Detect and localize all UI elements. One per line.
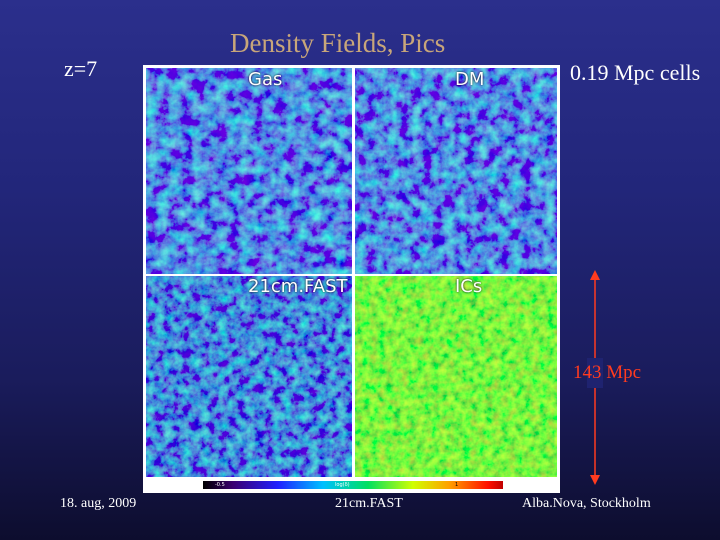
gas-panel-label: Gas	[248, 69, 283, 90]
21cmfast-density-image	[146, 276, 352, 477]
colorbar-min-label: -0.5	[215, 482, 225, 488]
ics-panel-label: ICs	[455, 276, 483, 297]
footer-location: Alba.Nova, Stockholm	[522, 496, 651, 511]
21cmfast-density-panel: 21cm.FAST	[146, 276, 352, 477]
redshift-label: z=7	[64, 56, 98, 81]
initial-conditions-density-image	[355, 276, 557, 477]
slide-title: Density Fields, Pics	[230, 28, 446, 58]
dm-panel-label: DM	[455, 69, 485, 90]
scale-double-arrow-icon	[587, 270, 603, 485]
gas-density-panel: Gas	[146, 68, 352, 274]
cell-size-label: 0.19 Mpc cells	[570, 60, 701, 85]
density-field-figure: Gas DM 21cm.FAST	[143, 65, 560, 493]
colorbar-axis-label: log(δ)	[335, 482, 350, 488]
dark-matter-density-image	[355, 68, 557, 274]
footer-code-name: 21cm.FAST	[335, 496, 403, 511]
gas-density-image	[146, 68, 352, 274]
colorbar-max-label: 1	[455, 482, 459, 488]
box-size-label: 143 Mpc	[573, 362, 642, 383]
dark-matter-density-panel: DM	[355, 68, 557, 274]
footer-date: 18. aug, 2009	[60, 496, 137, 511]
colorbar: -0.5 log(δ) 1	[143, 479, 560, 493]
21cmfast-panel-label: 21cm.FAST	[248, 276, 348, 297]
initial-conditions-density-panel: ICs	[355, 276, 557, 477]
colorbar-gradient: -0.5 log(δ) 1	[203, 481, 503, 489]
